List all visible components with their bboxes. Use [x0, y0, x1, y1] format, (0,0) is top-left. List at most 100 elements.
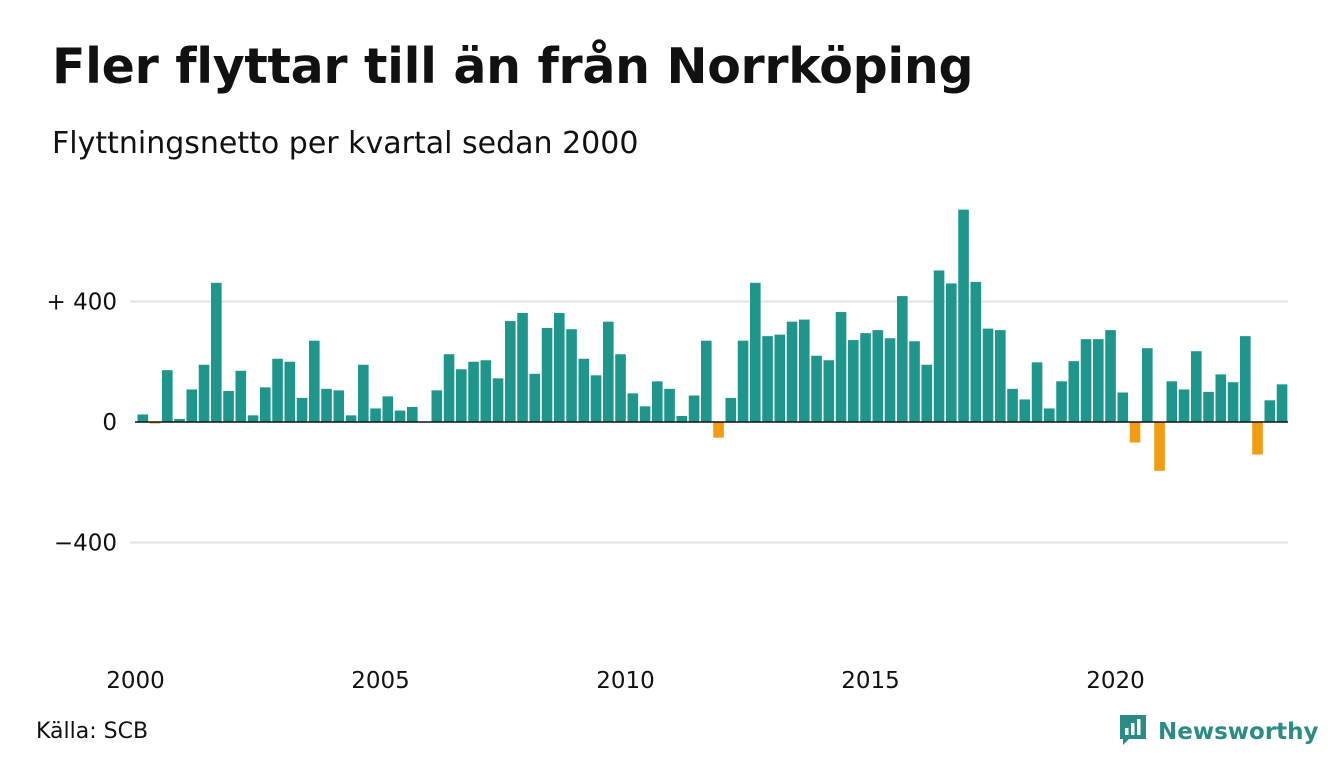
bar — [615, 354, 626, 422]
bar — [1068, 361, 1080, 422]
bar — [884, 338, 896, 422]
bar — [468, 361, 479, 422]
bar — [639, 406, 651, 422]
newsworthy-brand[interactable]: Newsworthy — [1118, 714, 1319, 750]
bar — [933, 270, 945, 422]
x-tick-label: 2010 — [596, 668, 655, 694]
chart-title: Fler flyttar till än från Norrköping — [52, 38, 974, 95]
bar — [970, 281, 982, 422]
bar — [345, 415, 357, 422]
bar — [394, 410, 406, 422]
bar — [774, 334, 786, 422]
bar — [737, 340, 749, 422]
bar — [1154, 422, 1165, 471]
bar — [284, 361, 296, 422]
x-tick-label: 2015 — [841, 668, 900, 694]
bar — [1105, 330, 1116, 422]
bar — [676, 415, 688, 423]
bar — [333, 390, 345, 422]
bar — [811, 355, 822, 423]
y-axis-tick-labels: + 400 0 −400 — [47, 290, 117, 557]
bar — [541, 328, 553, 422]
bar — [1264, 400, 1276, 422]
bar — [860, 333, 871, 422]
x-tick-label: 2020 — [1086, 668, 1145, 694]
bar — [211, 282, 222, 422]
y-tick-label: 0 — [102, 410, 117, 436]
bar — [456, 369, 467, 422]
bar — [1117, 392, 1129, 422]
source-note: Källa: SCB — [36, 719, 149, 744]
bar — [1240, 336, 1251, 422]
bar — [272, 358, 283, 422]
x-tick-label: 2005 — [351, 668, 410, 694]
newsworthy-logo-icon — [1118, 713, 1148, 751]
bar — [505, 321, 516, 422]
newsworthy-brand-name: Newsworthy — [1158, 719, 1319, 745]
bar — [492, 378, 504, 422]
bar — [517, 312, 528, 422]
bar — [835, 312, 847, 422]
bar — [1080, 339, 1092, 422]
bar — [1166, 381, 1178, 422]
bar — [921, 364, 933, 422]
bar — [909, 341, 920, 422]
bar — [713, 422, 724, 438]
bar — [431, 390, 443, 422]
bar — [982, 328, 994, 422]
bar — [1252, 422, 1263, 455]
bar — [958, 209, 969, 422]
gridlines — [130, 300, 1288, 544]
bar — [1191, 351, 1202, 422]
bar — [149, 422, 161, 424]
bar — [370, 408, 381, 422]
bar — [358, 364, 369, 422]
bar — [1142, 348, 1153, 422]
bar — [260, 387, 271, 422]
bar — [823, 360, 835, 422]
bar — [480, 360, 492, 422]
bar — [1215, 374, 1227, 422]
y-tick-label: + 400 — [47, 290, 117, 316]
bar — [296, 397, 308, 422]
bar — [1129, 422, 1141, 443]
bar — [627, 393, 639, 422]
bar — [652, 381, 663, 422]
bar — [1178, 389, 1190, 422]
bar — [1007, 388, 1018, 422]
bar — [443, 354, 455, 422]
bar — [1031, 362, 1043, 422]
bar — [872, 330, 884, 422]
bar — [688, 395, 700, 422]
bar — [946, 283, 957, 422]
bar — [529, 373, 541, 422]
bar — [382, 396, 394, 422]
bar — [848, 340, 859, 422]
bar — [799, 319, 810, 422]
bar — [309, 340, 320, 422]
bar — [1227, 382, 1239, 423]
bar — [762, 336, 773, 422]
bar — [1093, 339, 1104, 422]
bar — [223, 390, 234, 422]
bar — [198, 364, 210, 422]
bar — [725, 397, 737, 422]
bar — [186, 389, 198, 422]
bar — [590, 375, 602, 422]
bar — [1056, 381, 1067, 422]
bar — [235, 370, 247, 422]
bar — [1044, 408, 1055, 422]
bar — [137, 414, 149, 422]
bar — [786, 321, 798, 422]
bar — [554, 312, 565, 422]
x-tick-label: 2000 — [106, 668, 165, 694]
bar — [578, 358, 590, 422]
bar — [407, 406, 418, 422]
bar — [995, 330, 1006, 422]
bar — [1203, 391, 1214, 423]
bar — [897, 296, 908, 422]
chart-subtitle: Flyttningsnetto per kvartal sedan 2000 — [52, 126, 639, 161]
x-axis-tick-labels: 2000 2005 2010 2015 2020 — [106, 668, 1145, 694]
bar — [566, 329, 577, 422]
